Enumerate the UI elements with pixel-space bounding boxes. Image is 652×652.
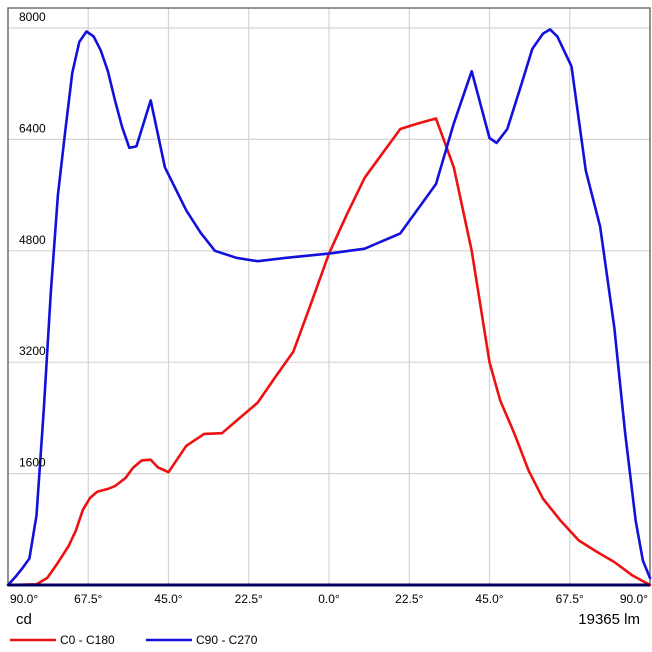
x-tick-label: 22.5° [235,592,263,606]
x-tick-label: 67.5° [74,592,102,606]
legend: C0 - C180 C90 - C270 [10,633,258,647]
y-tick-label: 1600 [19,456,46,470]
series-line-c90-c270 [6,28,652,587]
legend-label-c90-c270: C90 - C270 [196,633,258,647]
y-tick-label: 8000 [19,10,46,24]
y-tick-label: 3200 [19,344,46,358]
x-tick-label: 90.0° [620,592,648,606]
unit-label-right: 19365 lm [578,611,640,628]
legend-label-c0-c180: C0 - C180 [60,633,115,647]
series-line-c0-c180 [6,117,652,587]
grid [7,8,651,585]
x-tick-label: 90.0° [10,592,38,606]
unit-label-left: cd [16,611,32,628]
x-tick-labels: 90.0° 67.5° 45.0° 22.5° 0.0° 22.5° 45.0° 67.5° 9… [10,592,648,606]
y-tick-label: 6400 [19,121,46,135]
x-tick-label: 45.0° [475,592,503,606]
x-tick-label: 22.5° [395,592,423,606]
x-tick-label: 45.0° [154,592,182,606]
y-tick-label: 4800 [19,233,46,247]
x-tick-label: 0.0° [318,592,340,606]
y-tick-labels: 1600 3200 4800 6400 8000 [19,10,46,470]
x-tick-label: 67.5° [556,592,584,606]
series-layer [6,28,652,587]
